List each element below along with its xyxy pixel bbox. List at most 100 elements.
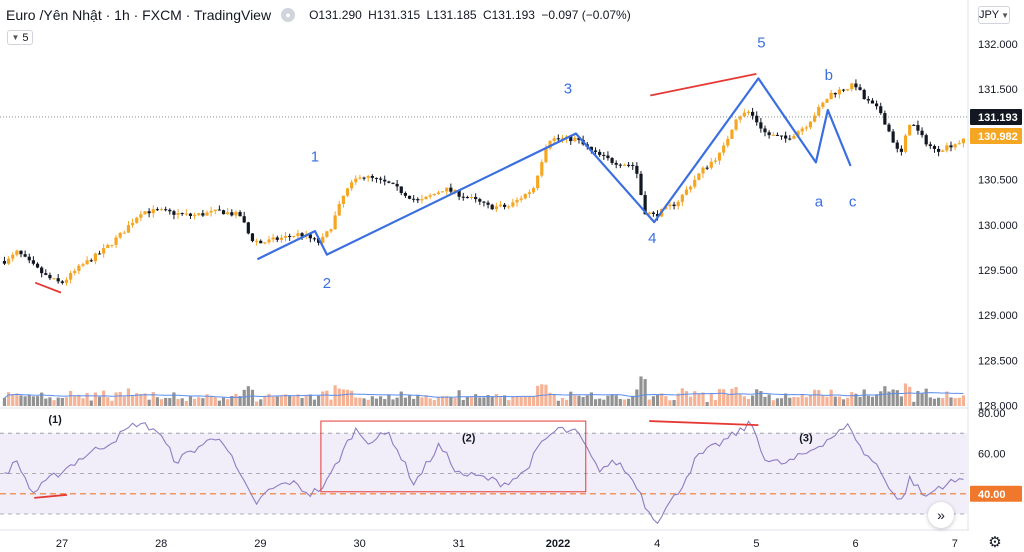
candle-body xyxy=(593,150,598,152)
volume-bar xyxy=(428,398,432,406)
volume-bar xyxy=(643,379,647,406)
rsi-range-box[interactable] xyxy=(320,420,587,493)
volume-bar xyxy=(684,391,689,406)
price-divergence-line[interactable] xyxy=(34,281,62,294)
volume-bar xyxy=(321,391,325,406)
volume-bar xyxy=(312,399,317,406)
volume-bar xyxy=(81,398,85,406)
candle-body xyxy=(188,213,193,216)
candle-body xyxy=(122,232,126,234)
rsi-divergence-line[interactable] xyxy=(649,420,759,427)
candle-body xyxy=(288,235,292,237)
volume-bar xyxy=(837,396,841,406)
candle-body xyxy=(672,204,676,207)
volume-bar xyxy=(201,398,205,406)
change-value: −0.097 (−0.07%) xyxy=(541,8,631,22)
volume-bar xyxy=(250,389,255,406)
wave-label-3: 3 xyxy=(564,81,572,98)
candle-body xyxy=(589,146,593,151)
indicators-toggle-button[interactable]: ▼ 5 xyxy=(7,30,33,45)
volume-bar xyxy=(89,400,93,406)
candle-body xyxy=(440,191,445,193)
volume-bar xyxy=(457,390,461,406)
price-divergence-line[interactable] xyxy=(650,72,757,97)
candle-body xyxy=(370,175,374,178)
volume-bar xyxy=(945,391,949,406)
indicator-count: 5 xyxy=(22,31,29,44)
chart-settings-button[interactable]: ⚙ xyxy=(986,533,1004,551)
volume-bar xyxy=(899,396,903,406)
elliott-wave-line[interactable] xyxy=(256,77,852,261)
candle-body xyxy=(825,99,829,103)
volume-bar xyxy=(924,388,928,406)
volume-bar xyxy=(85,392,89,406)
candle-body xyxy=(64,279,69,283)
candle-body xyxy=(238,212,242,217)
volume-bar xyxy=(184,401,188,406)
candle-body xyxy=(676,201,680,207)
candle-body xyxy=(143,211,147,215)
candle-body xyxy=(767,132,771,136)
candle-body xyxy=(490,204,494,210)
candle-body xyxy=(713,160,717,162)
wave-label-4: 4 xyxy=(648,230,656,247)
symbol-title[interactable]: Euro /Yên Nhật · 1h · FXCM · TradingView xyxy=(6,7,272,23)
volume-bar xyxy=(746,398,751,406)
volume-bar xyxy=(73,395,77,406)
volume-bar xyxy=(403,397,407,406)
candle-body xyxy=(11,254,15,259)
volume-bar xyxy=(602,399,606,406)
volume-bar xyxy=(928,397,932,406)
candle-body xyxy=(523,194,527,199)
candle-body xyxy=(779,135,784,137)
scroll-to-realtime-button[interactable]: » xyxy=(928,502,954,528)
candle-body xyxy=(457,190,461,197)
candle-body xyxy=(610,158,614,163)
price-tick-label: 129.000 xyxy=(978,310,1018,322)
volume-bar xyxy=(205,394,209,406)
volume-bar xyxy=(461,399,465,406)
rsi-divergence-line[interactable] xyxy=(34,493,68,499)
volume-bar xyxy=(742,396,746,406)
candle-body xyxy=(275,237,279,240)
candle-body xyxy=(246,222,250,234)
volume-bar xyxy=(440,396,445,406)
volume-bar xyxy=(118,391,122,406)
low-value: L131.185 xyxy=(426,8,477,22)
candle-body xyxy=(936,148,941,152)
volume-bar xyxy=(705,401,709,406)
volume-bar xyxy=(122,396,126,406)
candle-body xyxy=(453,190,457,192)
volume-bar xyxy=(569,391,573,406)
candle-body xyxy=(788,138,792,140)
gear-icon: ⚙ xyxy=(988,534,1002,551)
candle-body xyxy=(85,260,89,265)
volume-bar xyxy=(432,400,436,406)
candle-body xyxy=(507,206,511,208)
candle-body xyxy=(502,204,507,207)
candle-body xyxy=(205,212,209,216)
candle-body xyxy=(821,102,825,108)
candle-body xyxy=(159,209,164,211)
volume-bar xyxy=(854,393,858,406)
volume-bar xyxy=(941,398,945,406)
volume-bar xyxy=(337,388,341,406)
volume-bar xyxy=(275,396,279,406)
candle-body xyxy=(358,177,362,179)
volume-bar xyxy=(263,395,267,406)
candle-body xyxy=(77,265,81,271)
candle-body xyxy=(796,131,800,136)
eye-icon[interactable]: ● xyxy=(281,8,296,22)
candle-body xyxy=(337,203,341,216)
candle-body xyxy=(209,210,213,213)
candle-body xyxy=(296,233,300,237)
volume-bar xyxy=(618,399,622,406)
time-tick-label: 30 xyxy=(353,538,365,550)
volume-bar xyxy=(453,397,457,406)
volume-bar xyxy=(209,396,213,406)
currency-select[interactable]: JPY ▼ xyxy=(978,6,1010,24)
volume-bar xyxy=(589,392,593,406)
volume-bar xyxy=(556,400,560,406)
candle-body xyxy=(403,192,407,196)
